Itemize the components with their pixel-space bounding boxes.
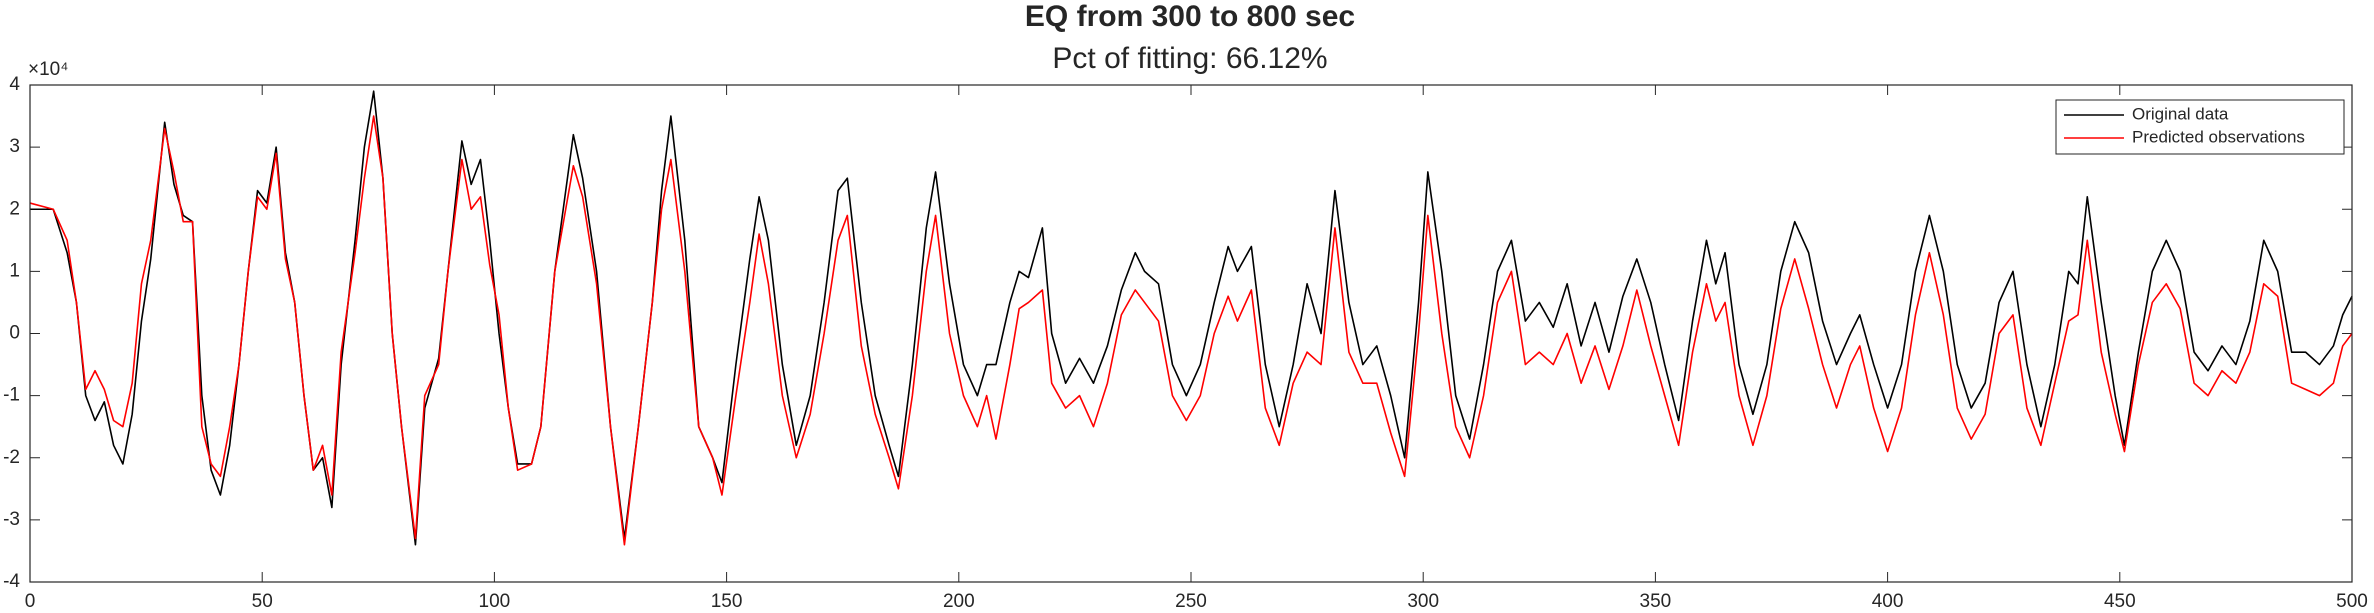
y-tick-label: 1 bbox=[9, 260, 20, 281]
legend-box bbox=[2055, 99, 2345, 155]
plot-frame bbox=[29, 84, 2353, 583]
x-tick-label: 400 bbox=[1872, 591, 1904, 612]
x-tick-label: 500 bbox=[2336, 591, 2368, 612]
x-tick-label: 300 bbox=[1407, 591, 1439, 612]
x-tick-label: 0 bbox=[25, 591, 36, 612]
legend-label: Original data bbox=[2132, 104, 2229, 123]
x-tick-label: 250 bbox=[1175, 591, 1207, 612]
data-line bbox=[29, 115, 2353, 546]
chart-title: EQ from 300 to 800 sec bbox=[1025, 0, 1355, 33]
y-tick-label: 3 bbox=[9, 136, 20, 157]
y-tick-label: -1 bbox=[3, 385, 20, 406]
y-exponent: ×10⁴ bbox=[28, 59, 68, 80]
y-tick-label: 2 bbox=[9, 198, 20, 219]
x-tick-label: 350 bbox=[1640, 591, 1672, 612]
y-tick-label: 0 bbox=[9, 323, 20, 344]
legend: Original data Predicted observations bbox=[2055, 99, 2345, 155]
x-tick-label: 450 bbox=[2104, 591, 2136, 612]
x-tick-label: 200 bbox=[943, 591, 975, 612]
y-tick-label: -2 bbox=[3, 447, 20, 468]
y-tick-label: -3 bbox=[3, 509, 20, 530]
x-tick-label: 100 bbox=[479, 591, 511, 612]
legend-label: Predicted observations bbox=[2132, 127, 2305, 146]
x-tick-label: 150 bbox=[711, 591, 743, 612]
chart-subtitle: Pct of fitting: 66.12% bbox=[1052, 42, 1327, 75]
y-tick-label: -4 bbox=[3, 571, 20, 592]
x-tick-label: 50 bbox=[252, 591, 273, 612]
y-tick-label: 4 bbox=[9, 74, 20, 95]
